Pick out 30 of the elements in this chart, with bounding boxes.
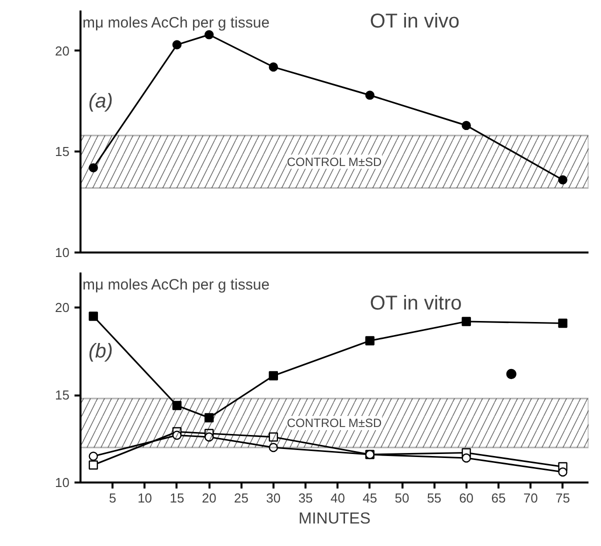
x-tick-label: 15: [170, 490, 184, 506]
band-label: CONTROL M±SD: [286, 416, 382, 430]
x-tick-label: 40: [330, 490, 345, 506]
x-tick-label: 35: [298, 490, 313, 506]
x-axis-title: MINUTES: [298, 510, 370, 528]
annotation: (a): [88, 90, 113, 112]
x-tick-label: 25: [234, 490, 248, 506]
y-tick-label: 15: [55, 144, 70, 160]
x-tick-label: 10: [138, 490, 152, 506]
annotation: (b): [88, 340, 113, 362]
series-label: OT in vitro: [370, 292, 462, 314]
y-axis-title: mμ moles AcCh per g tissue: [82, 14, 270, 32]
x-tick-label: 50: [394, 490, 410, 506]
x-tick-label: 65: [491, 490, 506, 506]
x-tick-label: 5: [109, 490, 116, 506]
y-axis-title: mμ moles AcCh per g tissue: [82, 276, 270, 294]
y-tick-label: 10: [55, 475, 70, 490]
x-tick-label: 20: [202, 490, 216, 506]
y-tick-label: 15: [55, 388, 70, 402]
band-label: CONTROL M±SD: [286, 154, 382, 169]
x-tick-label: 70: [523, 490, 538, 506]
x-tick-label: 55: [426, 490, 442, 506]
y-tick-label: 10: [55, 245, 70, 260]
x-tick-label: 60: [459, 490, 474, 506]
y-tick-label: 20: [55, 43, 70, 58]
x-tick-label: 75: [556, 490, 570, 506]
x-tick-label: 30: [266, 490, 281, 506]
y-tick-label: 20: [55, 300, 70, 315]
x-tick-label: 45: [362, 490, 378, 506]
text: OT in vivo: [370, 10, 460, 33]
